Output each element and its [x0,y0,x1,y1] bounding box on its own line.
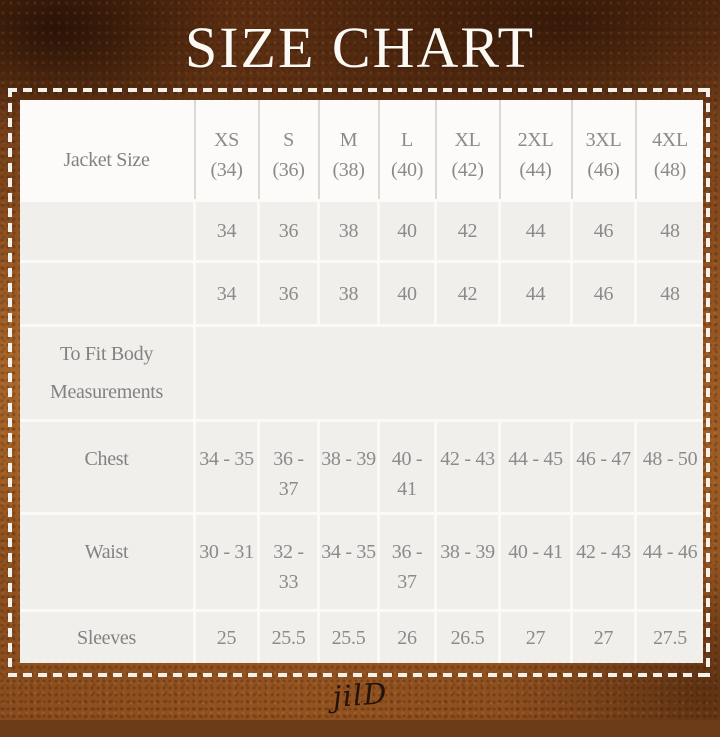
page-title: SIZE CHART [184,15,536,80]
size-value-cell: 34 [196,202,257,260]
row-label-cell: Chest [20,422,193,512]
row-label-cell: Waist [20,515,193,609]
size-value-cell: 36 [260,263,317,324]
size-value-cell: 40 [380,202,434,260]
stitch-border-right [706,88,710,677]
size-value-cell: 26.5 [437,612,498,663]
size-value-cell: 42 [437,263,498,324]
size-value-cell: 44 [501,202,570,260]
size-value-cell: 36 - 37 [380,515,434,609]
size-chart-page: SIZE CHART Jacket Size XS (34) S (36) M (38… [0,0,720,720]
merged-empty-cell [196,327,703,419]
size-value-cell: 34 - 35 [196,422,257,512]
size-value-cell: 44 [501,263,570,324]
size-value-cell: 44 - 45 [501,422,570,512]
size-value-cell: 48 - 50 [637,422,703,512]
size-value-cell: 25.5 [320,612,377,663]
jacket-size-header-cell: Jacket Size [20,100,193,199]
size-value-cell: 25 [196,612,257,663]
size-value-cell: 40 - 41 [380,422,434,512]
size-value-cell: 40 [380,263,434,324]
size-value-cell: 27 [573,612,634,663]
row-label-cell [20,202,193,260]
size-value-cell: 36 [260,202,317,260]
stitch-border-bottom [8,673,710,677]
size-column-header-cell: S (36) [260,100,317,199]
size-value-cell: 34 [196,263,257,324]
size-value-cell: 32 - 33 [260,515,317,609]
size-value-cell: 38 - 39 [320,422,377,512]
size-value-cell: 48 [637,202,703,260]
row-label-cell: To Fit Body Measurements [20,327,193,419]
size-value-cell: 46 - 47 [573,422,634,512]
size-value-cell: 36 - 37 [260,422,317,512]
size-value-cell: 27 [501,612,570,663]
size-value-cell: 46 [573,263,634,324]
size-value-cell: 44 - 46 [637,515,703,609]
stitch-border-top [8,88,710,92]
stitch-border-left [8,88,12,677]
size-value-cell: 38 [320,202,377,260]
size-column-header-cell: L (40) [380,100,434,199]
size-value-cell: 42 - 43 [437,422,498,512]
size-value-cell: 38 - 39 [437,515,498,609]
size-column-header-cell: XS (34) [196,100,257,199]
size-column-header-cell: M (38) [320,100,377,199]
size-column-header-cell: XL (42) [437,100,498,199]
size-value-cell: 26 [380,612,434,663]
size-value-cell: 40 - 41 [501,515,570,609]
row-label-cell [20,263,193,324]
size-value-cell: 30 - 31 [196,515,257,609]
size-column-header-cell: 2XL (44) [501,100,570,199]
size-value-cell: 46 [573,202,634,260]
size-value-cell: 42 [437,202,498,260]
size-value-cell: 42 - 43 [573,515,634,609]
size-value-cell: 38 [320,263,377,324]
size-value-cell: 27.5 [637,612,703,663]
size-chart-table: Jacket Size XS (34) S (36) M (38) L (40) XL (… [20,100,703,663]
size-column-header-cell: 3XL (46) [573,100,634,199]
size-value-cell: 25.5 [260,612,317,663]
size-value-cell: 48 [637,263,703,324]
size-value-cell: 34 - 35 [320,515,377,609]
size-column-header-cell: 4XL (48) [637,100,703,199]
row-label-cell: Sleeves [20,612,193,663]
